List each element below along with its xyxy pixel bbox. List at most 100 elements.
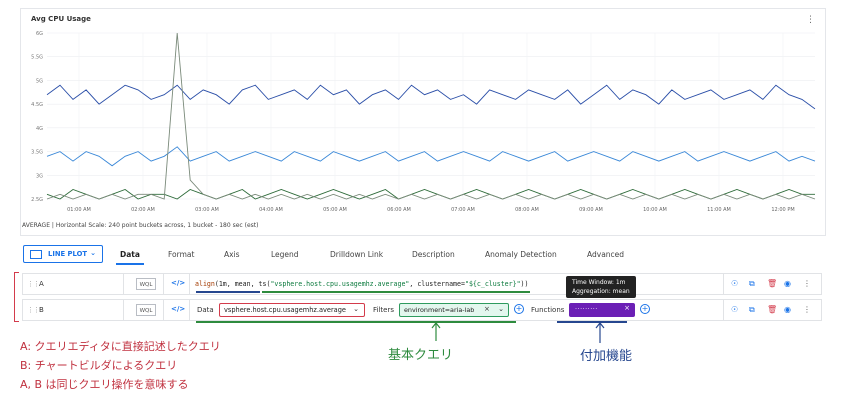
x-tick-label: 12:00 PM [771, 207, 794, 213]
copy-icon[interactable]: ⧉ [749, 279, 755, 288]
tooltip-line: Time Window: 1m [572, 279, 626, 286]
function-value: ········· [575, 305, 598, 313]
line-plot-label: LINE PLOT [48, 250, 88, 258]
y-tick-label: 5.5G [31, 55, 43, 61]
annotation-arrow [595, 322, 605, 343]
series-line-0 [46, 84, 816, 110]
chart-editor-tabs: LINE PLOT ⌄ Data Format Axis Legend Dril… [20, 244, 826, 266]
series-line-3 [46, 32, 816, 200]
lightbulb-icon[interactable]: ☉ [731, 279, 739, 288]
query-function: align [195, 280, 215, 288]
query-editor-text[interactable]: align(1m, mean, ts("vsphere.host.cpu.usa… [195, 280, 529, 288]
add-function-icon[interactable]: + [640, 304, 650, 314]
note-a: A: クエリエディタに直接記述したクエリ [20, 340, 221, 353]
tab-data[interactable]: Data [116, 250, 144, 265]
x-tick-label: 02:00 AM [131, 207, 155, 213]
series-line-1 [46, 146, 816, 167]
drag-handle-icon[interactable]: ⋮⋮ [27, 306, 40, 314]
basic-query-label: 基本クエリ [388, 348, 454, 363]
additional-feature-label: 付加機能 [580, 349, 633, 364]
delete-icon[interactable]: 🗑 [767, 279, 778, 288]
x-tick-label: 06:00 AM [387, 207, 411, 213]
divider [163, 274, 164, 294]
add-filter-icon[interactable]: + [514, 304, 524, 314]
query-end: )) [520, 280, 529, 288]
note-ab: A, B は同じクエリ操作を意味する [20, 378, 189, 391]
lightbulb-icon[interactable]: ☉ [731, 305, 739, 314]
chart-title: Avg CPU Usage [31, 15, 91, 23]
divider [189, 274, 190, 294]
y-tick-label: 6G [36, 31, 43, 37]
y-tick-label: 5G [36, 78, 43, 84]
metric-select-value: vsphere.host.cpu.usagemhz.average [224, 306, 346, 314]
x-tick-label: 05:00 AM [323, 207, 347, 213]
divider [189, 300, 190, 320]
row-menu-icon[interactable]: ⋮ [803, 305, 811, 314]
chevron-down-icon: ⌄ [90, 249, 96, 257]
chart-footer-note: AVERAGE | Horizontal Scale: 240 point bu… [22, 222, 259, 229]
wql-toggle-button[interactable]: WQL [136, 278, 156, 290]
annotation-arrow [431, 322, 441, 341]
y-tick-label: 3.5G [31, 150, 43, 156]
divider [163, 300, 164, 320]
close-icon[interactable]: × [624, 304, 630, 312]
tab-axis[interactable]: Axis [224, 250, 240, 259]
code-icon[interactable]: </> [171, 279, 186, 287]
close-icon[interactable]: × [484, 305, 490, 313]
divider [723, 274, 724, 294]
tab-legend[interactable]: Legend [271, 250, 299, 259]
query-args: (1m, mean, ts( [214, 280, 271, 288]
functions-label: Functions [531, 306, 565, 314]
y-tick-label: 2.5G [31, 197, 43, 203]
tab-advanced[interactable]: Advanced [587, 250, 625, 259]
x-tick-label: 01:00 AM [67, 207, 91, 213]
data-label: Data [197, 306, 214, 314]
y-tick-label: 4.5G [31, 102, 43, 108]
copy-icon[interactable]: ⧉ [749, 305, 755, 314]
function-pill[interactable]: ········· × [569, 303, 635, 317]
x-tick-label: 10:00 AM [643, 207, 667, 213]
x-tick-label: 04:00 AM [259, 207, 283, 213]
x-tick-label: 07:00 AM [451, 207, 475, 213]
row-actions: ☉ ⧉ 🗑 ◉ ⋮ [731, 279, 813, 291]
filter-value: environment=aria-lab [404, 306, 475, 314]
x-tick-label: 03:00 AM [195, 207, 219, 213]
y-tick-label: 4G [36, 126, 43, 132]
x-tick-label: 09:00 AM [579, 207, 603, 213]
x-tick-label: 11:00 AM [707, 207, 731, 213]
query-variable: "${c_cluster}" [464, 280, 521, 288]
annotation-underline [196, 321, 516, 323]
code-icon[interactable]: </> [171, 305, 186, 313]
chart-panel: Avg CPU Usage ⋮ 2.5G 3G 3.5G 4G 4.5G 5G 5.5G 6G… [20, 8, 826, 236]
tab-drilldown-link[interactable]: Drilldown Link [330, 250, 384, 259]
chart-menu-icon[interactable]: ⋮ [806, 15, 815, 25]
y-tick-label: 3G [36, 173, 43, 179]
annotation-underline [196, 291, 260, 293]
eye-icon[interactable]: ◉ [784, 279, 791, 288]
wql-toggle-button[interactable]: WQL [136, 304, 156, 316]
query-mid: , clustername= [409, 280, 465, 288]
metric-select[interactable]: vsphere.host.cpu.usagemhz.average ⌄ [219, 303, 365, 317]
eye-icon[interactable]: ◉ [784, 305, 791, 314]
filter-pill[interactable]: environment=aria-lab × ⌄ [399, 303, 509, 317]
row-menu-icon[interactable]: ⋮ [803, 279, 811, 288]
line-chart: 2.5G 3G 3.5G 4G 4.5G 5G 5.5G 6G 01:00 AM 02:00 AM… [31, 31, 816, 213]
tab-description[interactable]: Description [412, 250, 455, 259]
chevron-down-icon: ⌄ [353, 305, 359, 313]
query-row-b: ⋮⋮ B WQL </> Data vsphere.host.cpu.usage… [22, 299, 822, 321]
annotation-underline [262, 291, 530, 293]
tab-format[interactable]: Format [168, 250, 195, 259]
series-line-2 [46, 188, 815, 200]
row-actions: ☉ ⧉ 🗑 ◉ ⋮ [731, 305, 813, 317]
drag-handle-icon[interactable]: ⋮⋮ [27, 280, 40, 288]
query-name: A [39, 280, 44, 288]
x-tick-label: 08:00 AM [515, 207, 539, 213]
annotation-underline [557, 321, 627, 323]
annotation-bracket [14, 272, 19, 322]
delete-icon[interactable]: 🗑 [767, 305, 778, 314]
line-plot-type-button[interactable]: LINE PLOT ⌄ [23, 245, 103, 263]
tooltip-line: Aggregation: mean [572, 288, 630, 295]
note-b: B: チャートビルダによるクエリ [20, 359, 178, 372]
tab-anomaly-detection[interactable]: Anomaly Detection [485, 250, 557, 259]
chevron-down-icon[interactable]: ⌄ [498, 305, 504, 313]
